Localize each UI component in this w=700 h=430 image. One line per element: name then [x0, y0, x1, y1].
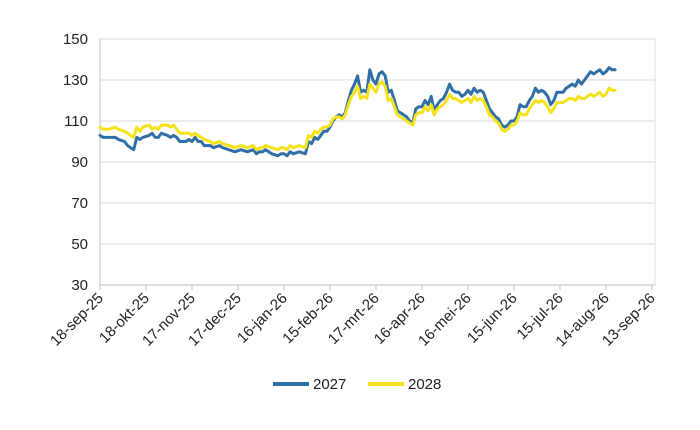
- axes: [99, 39, 656, 290]
- y-tick-label: 70: [71, 195, 88, 212]
- x-tick-label: 18-sep-25: [47, 290, 107, 350]
- y-tick-label: 130: [63, 72, 88, 89]
- y-tick-labels: 30 50 70 90 110 130 150: [63, 31, 88, 294]
- y-tick-label: 90: [71, 154, 88, 171]
- y-tick-label: 30: [71, 277, 88, 294]
- series-lines: [98, 66, 617, 158]
- x-tick-labels: 18-sep-2518-okt-2517-nov-2517-dec-2516-j…: [47, 290, 659, 350]
- legend-label-2027: 2027: [313, 376, 346, 393]
- legend-label-2028: 2028: [408, 376, 441, 393]
- y-tick-label: 110: [64, 113, 88, 130]
- y-tick-label: 150: [63, 31, 88, 48]
- x-tick-label: 15-jun-26: [464, 290, 521, 347]
- y-tick-label: 50: [71, 236, 88, 253]
- series-line-2028: [98, 80, 617, 152]
- legend: 2027 2028: [273, 376, 441, 393]
- series-line-2027: [98, 66, 617, 158]
